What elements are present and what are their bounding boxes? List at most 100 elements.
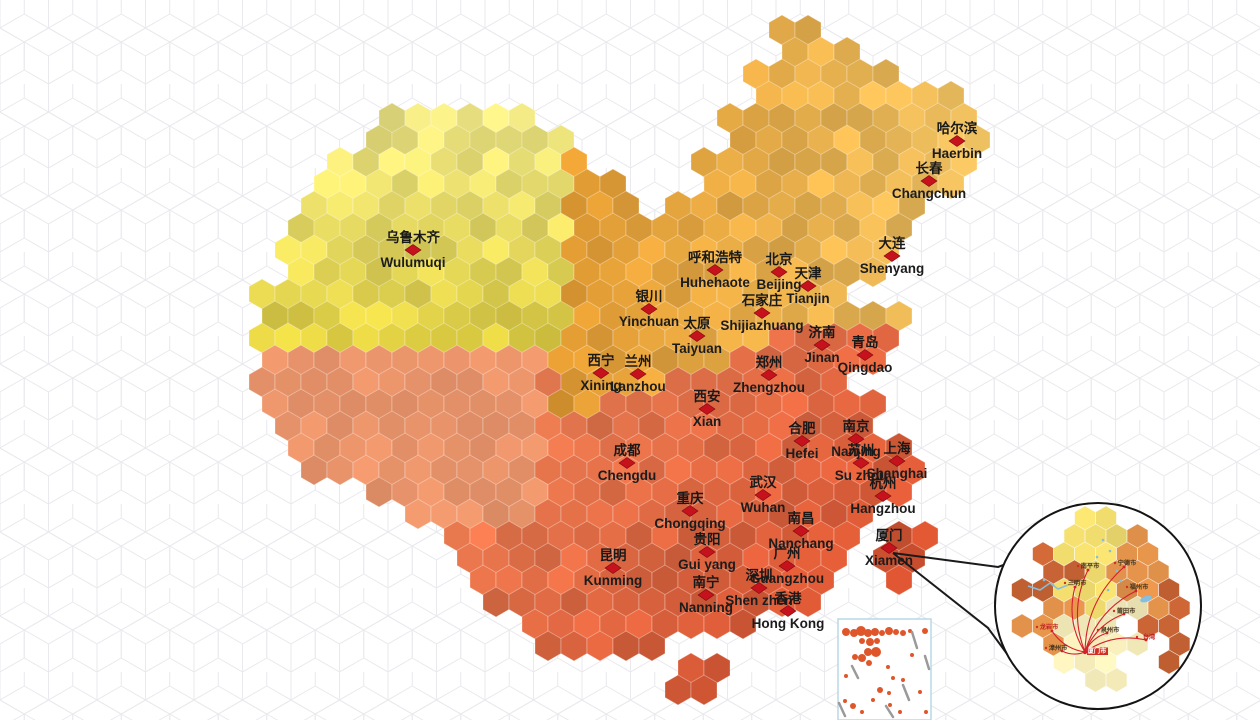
city-wulumuqi[interactable]: 乌鲁木齐 Wulumuqi <box>381 229 446 270</box>
boundary-dash <box>910 630 919 650</box>
inset-water-dot <box>1115 569 1119 573</box>
city-su-zhou[interactable]: 苏州 Su zhou <box>835 442 888 483</box>
inset-city-label[interactable]: 漳州市 <box>1049 644 1068 652</box>
boundary-dash <box>901 683 911 702</box>
island-dot <box>898 710 902 714</box>
map-hex <box>937 168 965 200</box>
city-label-zh: 大连 <box>879 235 907 251</box>
city-haerbin[interactable]: 哈尔滨 Haerbin <box>932 120 982 161</box>
city-wuhan[interactable]: 武汉 Wuhan <box>741 474 786 515</box>
city-xining[interactable]: 西宁 Xining <box>580 352 621 393</box>
inset-city-label[interactable]: 莆田市 <box>1117 607 1136 615</box>
city-marker-diamond-icon <box>920 175 938 187</box>
island-dot <box>852 654 858 660</box>
inset-city-label[interactable]: 三明市 <box>1068 579 1087 587</box>
city-shenyang[interactable]: 大连 Shenyang <box>860 235 925 276</box>
city-label-en: Hefei <box>785 446 818 461</box>
city-xiamen[interactable]: 厦门 Xiamen <box>865 527 913 568</box>
city-label-zh: 南京 <box>843 418 870 434</box>
city-lanzhou[interactable]: 兰州 Lanzhou <box>610 353 666 394</box>
flight-line <box>1051 630 1086 653</box>
inset-city-label[interactable]: 南平市 <box>1081 562 1100 570</box>
city-label-zh: 长春 <box>916 160 944 176</box>
city-huhehaote[interactable]: 呼和浩特 Huhehaote <box>680 249 750 290</box>
inset-city-label[interactable]: 厦门市 <box>1087 647 1107 655</box>
city-changchun[interactable]: 长春 Changchun <box>892 160 966 201</box>
city-label-en: Gui yang <box>678 557 736 572</box>
inset-hex <box>1158 649 1180 675</box>
city-taiyuan[interactable]: 太原 Taiyuan <box>672 315 722 356</box>
city-label-en: Beijing <box>756 277 801 292</box>
boundary-dash <box>884 704 895 719</box>
island-dot <box>864 648 872 656</box>
flight-line <box>1071 586 1086 653</box>
inset-city-label[interactable]: 宁德市 <box>1118 559 1137 567</box>
inset-city-label[interactable]: 福州市 <box>1129 583 1149 591</box>
city-label-en: Hangzhou <box>850 501 915 516</box>
city-hefei[interactable]: 合肥 Hefei <box>785 420 818 461</box>
island-dot <box>866 638 874 646</box>
city-nanning[interactable]: 南宁 Nanning <box>679 574 733 615</box>
city-label-zh: 南昌 <box>788 510 815 526</box>
city-kunming[interactable]: 昆明 Kunming <box>584 548 643 588</box>
city-hangzhou[interactable]: 杭州 Hangzhou <box>850 475 915 516</box>
city-marker-diamond-icon <box>760 369 778 381</box>
city-marker-diamond-icon <box>592 367 610 379</box>
city-chengdu[interactable]: 成都 Chengdu <box>598 442 657 483</box>
inset-city-label[interactable]: 泉州市 <box>1100 626 1120 634</box>
island-dot <box>864 629 872 637</box>
city-marker-diamond-icon <box>792 525 810 537</box>
city-label-en: Taiyuan <box>672 341 722 356</box>
city-chongqing[interactable]: 重庆 Chongqing <box>654 490 725 531</box>
city-guangzhou[interactable]: 广州 Guangzhou <box>750 545 824 586</box>
city-shanghai[interactable]: 上海 Shanghai <box>867 440 928 481</box>
city-beijing[interactable]: 北京 Beijing <box>756 251 801 292</box>
island-dot <box>888 703 892 707</box>
city-jinan[interactable]: 济南 Jinan <box>804 324 839 365</box>
inset-city-dot <box>1125 585 1129 589</box>
city-label-en: Xiamen <box>865 553 913 568</box>
inset-city-dot <box>1113 561 1117 565</box>
city-shen-zhen[interactable]: 深圳 Shen zhen <box>725 567 793 608</box>
island-dot <box>879 630 885 636</box>
city-marker-diamond-icon <box>856 349 874 361</box>
city-label-en: Zhengzhou <box>733 380 805 395</box>
island-dot <box>886 665 890 669</box>
magnifier-circle-outline <box>994 502 1202 710</box>
city-label-zh: 兰州 <box>625 353 652 369</box>
city-zhengzhou[interactable]: 郑州 Zhengzhou <box>733 354 805 395</box>
city-xian[interactable]: 西安 Xian <box>693 388 722 429</box>
inset-city-label[interactable]: 龙岩市 <box>1039 623 1059 631</box>
city-yinchuan[interactable]: 银川 Yinchuan <box>619 288 679 329</box>
inset-water-dot <box>1119 579 1123 583</box>
island-dot <box>877 687 883 693</box>
boundary-dash <box>850 664 860 680</box>
city-label-zh: 哈尔滨 <box>937 120 978 136</box>
inset-city-dot <box>1076 564 1080 568</box>
city-label-zh: 南宁 <box>693 574 720 590</box>
city-shijiazhuang[interactable]: 石家庄 Shijiazhuang <box>720 292 803 333</box>
island-dot <box>860 710 864 714</box>
city-nanjing[interactable]: 南京 Nanjing <box>831 418 881 459</box>
city-nanchang[interactable]: 南昌 Nanchang <box>768 510 833 551</box>
city-hong-kong[interactable]: 香港 Hong Kong <box>752 590 825 631</box>
island-dot <box>901 678 905 682</box>
city-marker-diamond-icon <box>874 490 892 502</box>
city-marker-diamond-icon <box>883 250 901 262</box>
map-hex <box>885 476 913 508</box>
island-dot <box>871 647 881 657</box>
island-dot <box>844 674 848 678</box>
city-label-zh: 重庆 <box>677 490 705 506</box>
inset-city-label[interactable]: 台湾 <box>1143 633 1156 641</box>
boundary-dash <box>923 654 931 671</box>
city-label-zh: 济南 <box>809 324 836 340</box>
city-tianjin[interactable]: 天津 Tianjin <box>786 265 829 306</box>
city-marker-diamond-icon <box>706 264 724 276</box>
city-label-zh: 西宁 <box>588 352 615 368</box>
city-qingdao[interactable]: 青岛 Qingdao <box>838 334 893 375</box>
inset-water-dot <box>1042 578 1046 582</box>
city-gui-yang[interactable]: 贵阳 Gui yang <box>678 531 736 572</box>
city-marker-diamond-icon <box>681 505 699 517</box>
